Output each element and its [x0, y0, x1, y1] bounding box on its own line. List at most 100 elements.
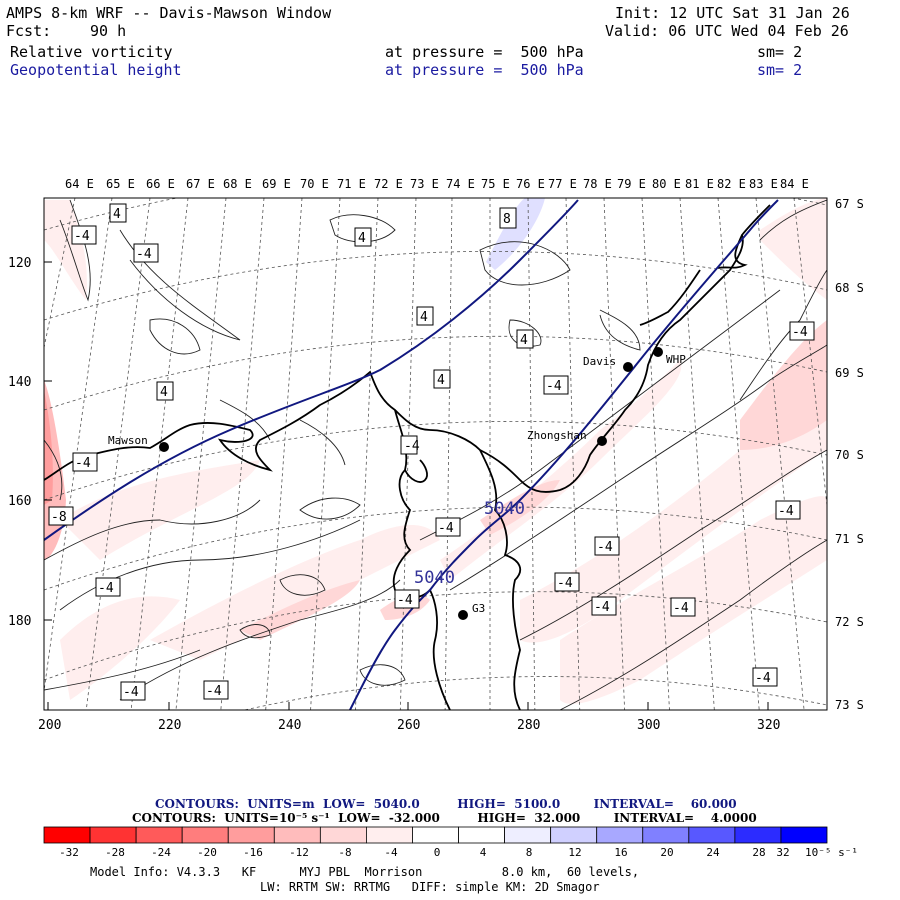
color-scale-cell — [550, 826, 598, 844]
contour-label: -4 — [752, 667, 778, 687]
longitude-label: 82 E — [717, 177, 746, 191]
forecast-hour: 90 h — [90, 22, 127, 40]
scale-label: 28 — [752, 846, 765, 859]
svg-text:-4: -4 — [136, 247, 152, 262]
contour-label: 4 — [156, 381, 174, 401]
contour-label: 4 — [416, 306, 434, 326]
coastline — [44, 204, 771, 710]
svg-text:-4: -4 — [397, 593, 413, 608]
longitude-label: 72 E — [374, 177, 403, 191]
contour-label: -4 — [543, 375, 569, 395]
field2-name: Geopotential height — [10, 61, 182, 79]
longitude-label: 71 E — [337, 177, 366, 191]
longitude-label: 77 E — [548, 177, 577, 191]
contour-label: -4 — [71, 225, 97, 245]
station-marker — [653, 347, 663, 357]
svg-text:-4: -4 — [546, 379, 562, 394]
scale-label: -12 — [289, 846, 309, 859]
contour-label: -4 — [554, 572, 580, 592]
longitude-label: 69 E — [262, 177, 291, 191]
scale-label: -8 — [338, 846, 351, 859]
height-contours — [44, 199, 779, 710]
svg-text:4: 4 — [437, 373, 445, 388]
contour-label: -4 — [203, 680, 229, 700]
svg-text:-4: -4 — [404, 439, 420, 454]
color-scale-cell — [135, 826, 183, 844]
contour-label: -4 — [120, 681, 146, 701]
color-scale — [43, 826, 828, 844]
station-marker — [458, 610, 468, 620]
svg-text:-4: -4 — [594, 600, 610, 615]
svg-text:-8: -8 — [51, 510, 67, 525]
color-scale-cell — [642, 826, 690, 844]
svg-text:8: 8 — [503, 212, 511, 227]
latitude-label: 69 S — [835, 366, 864, 380]
svg-text:-4: -4 — [597, 540, 613, 555]
color-scale-cell — [458, 826, 505, 844]
forecast-label: Fcst: — [6, 22, 52, 40]
station-marker — [623, 362, 633, 372]
color-scale-cell — [89, 826, 137, 844]
scale-label: 24 — [706, 846, 720, 859]
contour-label: 4 — [433, 369, 451, 389]
contour-label: -4 — [394, 589, 420, 609]
station-label: WHP — [666, 353, 686, 366]
bottom-tick-label: 240 — [278, 718, 301, 733]
color-scale-cell — [319, 826, 367, 844]
scale-label: -16 — [243, 846, 263, 859]
svg-text:-4: -4 — [438, 521, 454, 536]
map-frame — [43, 197, 828, 711]
contour-label: -4 — [789, 321, 815, 341]
contour-label: -4 — [670, 597, 696, 617]
bottom-tick-label: 320 — [757, 718, 780, 733]
longitude-label: 80 E — [652, 177, 681, 191]
contour-label: -4 — [133, 243, 159, 263]
bottom-tick-label: 220 — [158, 718, 181, 733]
color-scale-cell — [181, 826, 229, 844]
scale-unit: 10⁻⁵ s⁻¹ — [805, 846, 858, 859]
color-scale-cell — [504, 826, 552, 844]
stations: Mawson Davis WHP Zhongshan G3 — [108, 347, 686, 620]
contour-label: -4 — [775, 500, 801, 520]
contour-label: 8 — [499, 207, 517, 229]
svg-text:-4: -4 — [98, 581, 114, 596]
color-scale-cell — [273, 826, 321, 844]
field1-level: at pressure = 500 hPa — [385, 43, 584, 61]
latitude-label: 72 S — [835, 615, 864, 629]
scale-label: -4 — [384, 846, 398, 859]
contour-label: -4 — [400, 435, 420, 455]
color-scale-cell — [43, 826, 91, 844]
map-plot-area — [44, 198, 827, 710]
color-scale-cell — [366, 826, 413, 844]
graticule — [44, 198, 827, 710]
latitude-label: 71 S — [835, 532, 864, 546]
svg-text:4: 4 — [358, 231, 366, 246]
station-label: Davis — [583, 355, 616, 368]
contour-label: 4 — [516, 329, 534, 349]
model-info: Model Info: V4.3.3 KF MYJ PBL Morrison 8… — [90, 865, 639, 879]
color-scale-cell — [412, 826, 459, 844]
field1-smoothing: sm= 2 — [757, 43, 803, 61]
scale-label: 12 — [568, 846, 581, 859]
svg-text:4: 4 — [520, 333, 528, 348]
field2-smoothing: sm= 2 — [757, 61, 803, 79]
bottom-tick-label: 280 — [517, 718, 540, 733]
color-scale-cell — [780, 826, 828, 844]
station-marker — [159, 442, 169, 452]
svg-text:-4: -4 — [778, 504, 794, 519]
longitude-labels: 64 E 65 E 66 E 67 E 68 E 69 E 70 E 71 E … — [65, 177, 809, 191]
bottom-tick-label: 300 — [637, 718, 660, 733]
vorticity-contour-legend: CONTOURS: UNITS=10⁻⁵ s⁻¹ LOW= -32.000 HI… — [132, 811, 757, 825]
contour-label: -4 — [435, 517, 461, 537]
left-axis: 120 140 160 180 — [8, 256, 52, 629]
init-time: Init: 12 UTC Sat 31 Jan 26 — [615, 4, 850, 22]
vorticity-labels: 4 -4 -4 -4 8 -4 4 4 4 -4 4 4 -4 -4 -8 -4… — [48, 203, 815, 701]
scale-label: -32 — [59, 846, 79, 859]
scale-label: -28 — [105, 846, 125, 859]
longitude-label: 79 E — [617, 177, 646, 191]
longitude-label: 64 E — [65, 177, 94, 191]
color-scale-cell — [596, 826, 644, 844]
contour-label: -4 — [594, 536, 620, 556]
scale-label: 8 — [526, 846, 533, 859]
height-labels: 5040 5040 — [414, 499, 525, 588]
